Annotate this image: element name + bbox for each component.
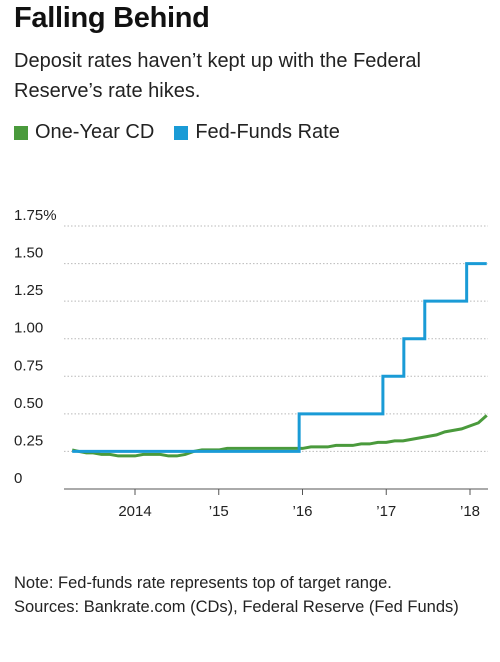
x-tick-label: ’15 — [209, 503, 229, 520]
legend-label-fed-funds-rate: Fed-Funds Rate — [195, 121, 340, 143]
series-lines — [71, 262, 488, 458]
x-tick-label: 2014 — [118, 503, 151, 520]
x-axis: 2014 ’15 ’16 ’17 ’18 — [118, 489, 480, 520]
legend-swatch-one-year-cd — [14, 125, 28, 140]
chart-subtitle: Deposit rates haven’t kept up with the F… — [14, 50, 421, 102]
fed-funds-rate-line — [72, 262, 487, 453]
y-tick-label: 1.25 — [14, 282, 43, 299]
legend-item-fed-funds-rate: Fed-Funds Rate — [174, 121, 340, 144]
y-tick-label: 0.25 — [14, 432, 43, 449]
y-axis-labels: 0 0.25 0.50 0.75 1.00 1.25 1.50 1.75% — [14, 207, 57, 487]
y-tick-label: 0.75 — [14, 357, 43, 374]
y-tick-label: 1.00 — [14, 320, 43, 337]
x-tick-label: ’18 — [460, 503, 480, 520]
chart-title: Falling Behind — [14, 2, 210, 34]
legend: One-Year CD Fed-Funds Rate — [14, 121, 360, 144]
legend-item-one-year-cd: One-Year CD — [14, 121, 154, 144]
line-chart: 0 0.25 0.50 0.75 1.00 1.25 1.50 1.75% 2014 ’15 ’1… — [14, 207, 488, 520]
one-year-cd-line — [71, 414, 488, 458]
x-tick-label: ’16 — [292, 503, 312, 520]
notes: Note: Fed-funds rate represents top of t… — [14, 571, 494, 619]
y-tick-label: 0.50 — [14, 395, 43, 412]
y-tick-label: 1.75% — [14, 207, 57, 224]
legend-swatch-fed-funds-rate — [174, 125, 189, 140]
legend-label-one-year-cd: One-Year CD — [35, 121, 155, 143]
y-tick-label: 0 — [14, 470, 22, 487]
note-text: Note: Fed-funds rate represents top of t… — [14, 574, 392, 592]
x-tick-label: ’17 — [376, 503, 396, 520]
y-tick-label: 1.50 — [14, 245, 43, 262]
sources-text: Sources: Bankrate.com (CDs), Federal Res… — [14, 598, 459, 616]
